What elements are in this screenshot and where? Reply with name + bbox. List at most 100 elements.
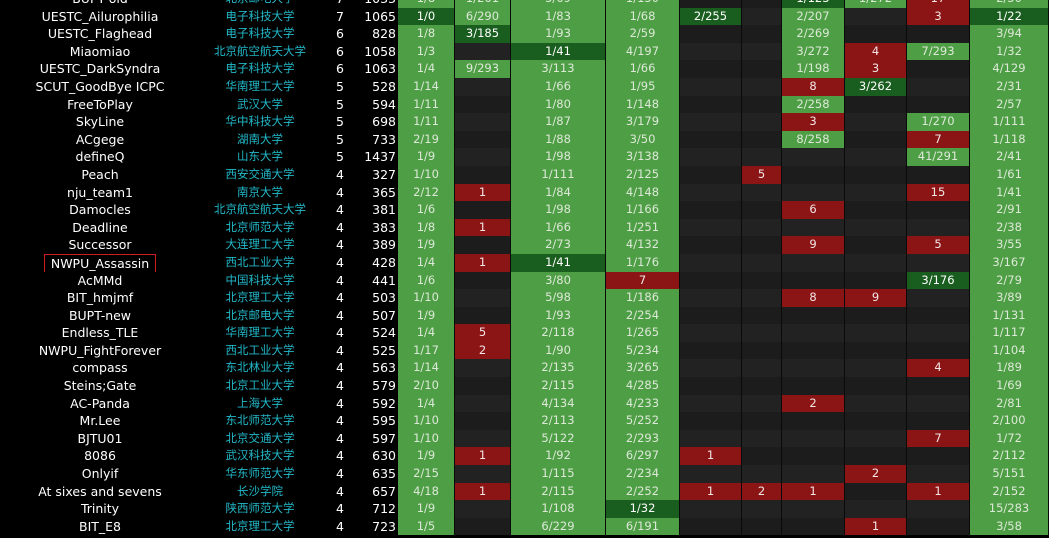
problem-cell-unattempted	[742, 60, 782, 78]
team-name[interactable]: compass	[0, 359, 200, 377]
solved-count: 6	[336, 26, 344, 42]
problem-cell-unattempted	[680, 0, 742, 8]
solved-count: 4	[336, 202, 344, 218]
penalty-time: 507	[372, 307, 396, 323]
team-name-text: NWPU_Assassin	[43, 253, 157, 272]
problem-cell-unattempted	[742, 25, 782, 43]
problem-cell-wrong-attempts: 1	[680, 482, 742, 501]
solved-count: 4	[336, 307, 344, 323]
problem-cell-unattempted	[907, 25, 970, 43]
team-name[interactable]: AC-Panda	[0, 395, 200, 413]
problem-cell-accepted: 4/18	[398, 482, 455, 501]
problem-cell-wrong-attempts: 5	[742, 165, 782, 184]
problem-cell-accepted: 2/15	[398, 465, 455, 483]
problem-cell-wrong-attempts: 1	[455, 253, 511, 272]
team-name[interactable]: defineQ	[0, 148, 200, 166]
problem-cell-accepted: 8/258	[782, 130, 845, 149]
team-name[interactable]: Trinity	[0, 500, 200, 518]
problem-cell-accepted: 1/14	[398, 359, 455, 378]
problem-cell-accepted: 1/10	[398, 412, 455, 430]
solved-count: 4	[336, 237, 344, 253]
team-name[interactable]: nju_team1	[0, 184, 200, 202]
problem-cell-first-solve: 3/176	[907, 271, 970, 290]
team-name[interactable]: Damocles	[0, 201, 200, 219]
problem-cell-unattempted	[907, 517, 970, 536]
problem-cell-first-solve: 3/185	[455, 25, 511, 43]
school-name: 上海大学	[237, 395, 283, 410]
problem-cell-accepted: 1/8	[398, 0, 455, 8]
penalty-time: 712	[372, 501, 396, 517]
problem-cell-unattempted	[742, 517, 782, 536]
team-name[interactable]: Peach	[0, 166, 200, 184]
problem-cell-wrong-attempts: 1	[782, 482, 845, 501]
team-name[interactable]: AcMMd	[0, 272, 200, 290]
problem-cell-unattempted	[455, 394, 511, 413]
problem-cell-unattempted	[680, 218, 742, 237]
problem-cell-unattempted	[907, 289, 970, 307]
problem-cell-accepted: 1/80	[511, 95, 606, 114]
problem-cell-first-solve: 1/41	[511, 253, 606, 272]
team-name[interactable]: BIT_E8	[0, 518, 200, 536]
problem-cell-unattempted	[742, 447, 782, 466]
problem-cell-unattempted	[680, 130, 742, 149]
problem-cell-unattempted	[742, 341, 782, 360]
penalty-time: 524	[372, 325, 396, 341]
school-name: 大连理工大学	[225, 237, 295, 252]
team-name[interactable]: Successor	[0, 236, 200, 254]
problem-cell-accepted: 1/92	[511, 447, 606, 466]
problem-cell-accepted: 4/197	[606, 42, 680, 61]
team-name[interactable]: UESTC_DarkSyndra	[0, 60, 200, 78]
problem-cell-unattempted	[455, 289, 511, 307]
team-name[interactable]: SkyLine	[0, 113, 200, 131]
problem-cell-unattempted	[680, 95, 742, 114]
team-name[interactable]: UESTC_Flaghead	[0, 25, 200, 43]
problem-cell-accepted: 1/9	[398, 148, 455, 166]
problem-cell-accepted: 2/41	[970, 148, 1049, 166]
team-name[interactable]: FreeToPlay	[0, 96, 200, 114]
problem-cell-accepted: 6/290	[455, 7, 511, 26]
team-name[interactable]: At sixes and sevens	[0, 483, 200, 501]
solved-count: 4	[336, 325, 344, 341]
problem-cell-unattempted	[680, 25, 742, 43]
team-name[interactable]: Endless_TLE	[0, 324, 200, 342]
penalty-time: 389	[372, 237, 396, 253]
team-name-text: NWPU_FightForever	[38, 342, 162, 358]
team-name[interactable]: BJTU01	[0, 430, 200, 448]
team-name[interactable]: BIT_hmjmf	[0, 289, 200, 307]
table-row: Steins;Gate 北京工业大学 4 579 2/10 2/115 4/285 1/69	[0, 377, 1049, 395]
problem-cell-unattempted	[907, 95, 970, 114]
team-name[interactable]: Miaomiao	[0, 43, 200, 61]
solved-count: 4	[336, 430, 344, 446]
problem-cell-accepted: 1/66	[606, 60, 680, 78]
problem-cell-accepted: 3/272	[782, 42, 845, 61]
team-name[interactable]: Onlyif	[0, 465, 200, 483]
problem-cell-wrong-attempts: 8	[782, 289, 845, 307]
team-name[interactable]: BUPT-new	[0, 307, 200, 325]
team-name[interactable]: Mr.Lee	[0, 412, 200, 430]
problem-cell-wrong-attempts: 1	[455, 183, 511, 202]
team-name[interactable]: SCUT_GoodBye ICPC	[0, 78, 200, 96]
team-name[interactable]: UESTC_Ailurophilia	[0, 8, 200, 26]
problem-cell-accepted: 1/251	[606, 218, 680, 237]
team-name[interactable]: Steins;Gate	[0, 377, 200, 395]
problem-cell-unattempted	[742, 465, 782, 483]
problem-cell-unattempted	[680, 236, 742, 254]
problem-cell-unattempted	[680, 253, 742, 272]
team-name[interactable]: Deadline	[0, 219, 200, 237]
problem-cell-unattempted	[455, 306, 511, 325]
team-name[interactable]: NWPU_FightForever	[0, 342, 200, 360]
team-name[interactable]: NWPU_Assassin	[0, 253, 200, 272]
problem-cell-unattempted	[907, 218, 970, 237]
problem-cell-accepted: 2/19	[398, 130, 455, 149]
problem-cell-accepted: 2/113	[511, 412, 606, 430]
team-name-text: compass	[72, 360, 128, 376]
team-name[interactable]: 8086	[0, 447, 200, 465]
problem-cell-wrong-attempts: 2	[742, 482, 782, 501]
problem-cell-wrong-attempts: 1	[680, 447, 742, 466]
problem-cell-accepted: 1/6	[398, 271, 455, 290]
team-name[interactable]: BUPT-old	[0, 0, 200, 8]
problem-cell-accepted: 1/10	[398, 429, 455, 448]
problem-cell-unattempted	[782, 253, 845, 272]
team-name[interactable]: ACgege	[0, 131, 200, 149]
problem-cell-accepted: 6/229	[511, 517, 606, 536]
